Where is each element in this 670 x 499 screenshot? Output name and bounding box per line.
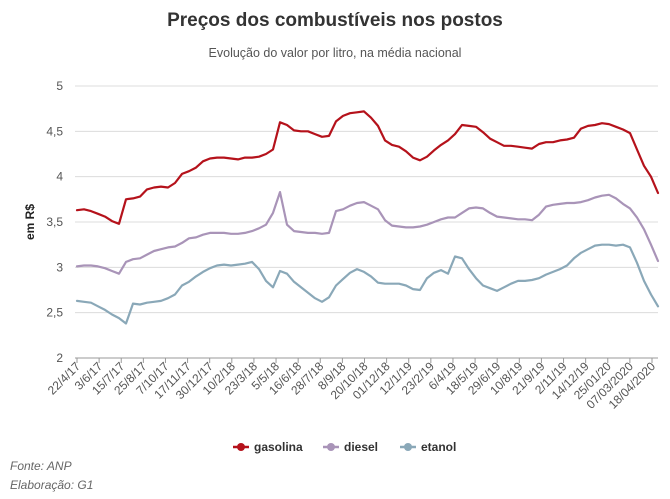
legend: gasolina diesel etanol: [233, 440, 456, 454]
legend-label-diesel: diesel: [344, 440, 378, 454]
chart-title: Preços dos combustíveis nos postos: [167, 10, 503, 31]
gridlines: [75, 85, 658, 359]
y-tick-label: 3,5: [46, 215, 63, 229]
y-axis-label: em R$: [23, 204, 37, 240]
y-tick-label: 3: [56, 260, 63, 274]
series-line-diesel: [75, 191, 660, 275]
y-tick-label: 2,5: [46, 306, 63, 320]
y-tick-label: 4,5: [46, 124, 63, 138]
legend-marker-diesel: [327, 443, 335, 451]
series-lines: [75, 110, 660, 325]
footer-source: Fonte: ANP: [10, 459, 72, 473]
y-tick-label: 5: [56, 79, 63, 93]
y-tick-label: 2: [56, 351, 63, 365]
legend-label-etanol: etanol: [421, 440, 456, 454]
series-line-etanol: [75, 243, 660, 325]
footer-credit: Elaboração: G1: [10, 478, 94, 492]
legend-label-gasolina: gasolina: [254, 440, 303, 454]
y-tick-label: 4: [56, 170, 63, 184]
series-line-gasolina: [75, 110, 660, 225]
legend-marker-gasolina: [237, 443, 245, 451]
y-axis-ticks: 2 2,5 3 3,5 4 4,5 5: [46, 79, 63, 365]
x-axis-ticks: 22/4/173/6/1715/7/1725/8/177/10/1717/11/…: [45, 357, 658, 412]
legend-marker-etanol: [404, 443, 412, 451]
chart-subtitle: Evolução do valor por litro, na média na…: [208, 46, 462, 60]
